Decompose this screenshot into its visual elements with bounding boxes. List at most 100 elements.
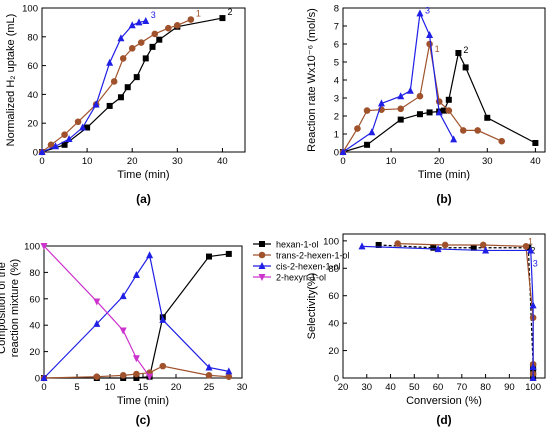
- x-tick-label: 70: [457, 382, 468, 393]
- plot-frame: [342, 233, 546, 379]
- series-2: 2: [39, 7, 232, 155]
- data-point: [159, 315, 167, 323]
- data-point: [522, 243, 530, 250]
- data-point: [84, 124, 91, 131]
- x-axis-label: Conversion (%): [406, 395, 482, 407]
- data-point: [159, 362, 167, 370]
- y-tick-label: 8: [334, 4, 339, 15]
- data-point: [132, 271, 140, 279]
- legend-item: hexan-1-ol: [253, 240, 319, 250]
- data-point: [133, 375, 140, 381]
- data-point: [416, 9, 424, 17]
- data-point: [219, 15, 226, 22]
- y-axis-label: Selectivity(%): [306, 273, 318, 340]
- data-point: [119, 292, 127, 300]
- y-tick-label: 40: [29, 321, 40, 332]
- data-point: [151, 30, 159, 38]
- x-axis-label: Time (min): [117, 169, 169, 181]
- series-line: [43, 245, 151, 378]
- series-line: [378, 244, 534, 377]
- y-axis-label-line: reaction mixture (%): [9, 259, 21, 357]
- series-cis-2-hexen-1-ol: [40, 251, 233, 381]
- y-tick-label: 6: [334, 40, 339, 51]
- data-point: [529, 374, 537, 381]
- y-tick-label: 40: [27, 90, 38, 101]
- legend-marker: [258, 262, 266, 269]
- data-point: [394, 240, 401, 247]
- data-point: [92, 100, 100, 108]
- x-tick-label: 40: [530, 156, 541, 167]
- y-tick-label: 0: [334, 148, 339, 159]
- series-label: 3: [533, 258, 538, 268]
- x-tick-label: 10: [105, 382, 116, 393]
- data-point: [205, 363, 213, 371]
- legend-item: trans-2-hexen-1-ol: [253, 251, 350, 261]
- data-point: [397, 116, 404, 123]
- data-point: [363, 107, 371, 114]
- data-point: [339, 148, 347, 155]
- data-point: [225, 373, 233, 380]
- chart-d: 20 30 40 50 60 70 80 90 100020406080100Conversio…: [306, 233, 546, 427]
- y-tick-label: 20: [328, 346, 339, 357]
- y-axis-label: Reaction rate Wx10⁻⁶ (mol/s): [306, 8, 318, 152]
- y-tick-label: 60: [29, 294, 40, 305]
- y-tick-label: 100: [24, 242, 40, 253]
- data-point: [416, 92, 424, 100]
- panel-caption: (a): [136, 192, 151, 206]
- data-point: [93, 319, 101, 327]
- legend-marker: [259, 241, 265, 247]
- data-point: [441, 241, 449, 249]
- data-point: [40, 243, 48, 250]
- data-point: [462, 64, 469, 71]
- series-label: 3: [425, 5, 430, 15]
- data-point: [426, 31, 434, 38]
- series-line: [397, 243, 534, 374]
- y-tick-label: 100: [323, 236, 339, 247]
- x-tick-label: 25: [204, 382, 215, 393]
- data-point: [165, 24, 172, 32]
- data-point: [397, 105, 405, 113]
- y-tick-label: 20: [29, 347, 40, 358]
- data-point: [117, 94, 124, 101]
- data-point: [498, 137, 506, 145]
- data-point: [484, 114, 491, 121]
- data-point: [149, 43, 156, 50]
- data-point: [450, 135, 458, 143]
- x-tick-label: 10: [386, 156, 397, 167]
- data-point: [128, 21, 136, 29]
- data-point: [38, 148, 46, 155]
- legend-item: 2-hexyn-1-ol: [253, 273, 326, 283]
- y-tick-label: 2: [334, 112, 339, 123]
- y-tick-label: 20: [27, 119, 38, 130]
- series-label: 2: [530, 246, 535, 256]
- y-tick-label: 60: [328, 291, 339, 302]
- chart-a: 0 10 20 30 40 0 20 40 60 80 100 Time (min) Normalize…: [5, 4, 246, 206]
- series-3: 3: [38, 10, 156, 155]
- x-tick-label: 20: [338, 382, 349, 393]
- data-point: [119, 372, 127, 379]
- series-1: 1: [394, 236, 537, 378]
- data-point: [426, 109, 433, 116]
- plot-frame: [41, 7, 246, 153]
- data-point: [79, 123, 87, 131]
- data-point: [426, 40, 433, 48]
- y-tick-label: 1: [334, 130, 339, 141]
- x-tick-label: 5: [74, 382, 79, 393]
- y-axis-label: Normalized H₂ uptake (mL): [5, 14, 17, 147]
- series-1: 1: [339, 40, 506, 156]
- data-point: [93, 373, 101, 380]
- data-point: [445, 107, 453, 114]
- y-tick-label: 80: [29, 268, 40, 279]
- data-point: [482, 246, 490, 254]
- series-2: 2: [375, 241, 537, 380]
- data-point: [406, 86, 414, 94]
- data-point: [133, 74, 140, 81]
- x-tick-label: 80: [480, 382, 491, 393]
- x-tick-label: 60: [433, 382, 444, 393]
- data-point: [61, 131, 68, 139]
- y-tick-label: 60: [27, 61, 38, 72]
- data-point: [124, 84, 131, 91]
- series-label: 3: [151, 10, 156, 20]
